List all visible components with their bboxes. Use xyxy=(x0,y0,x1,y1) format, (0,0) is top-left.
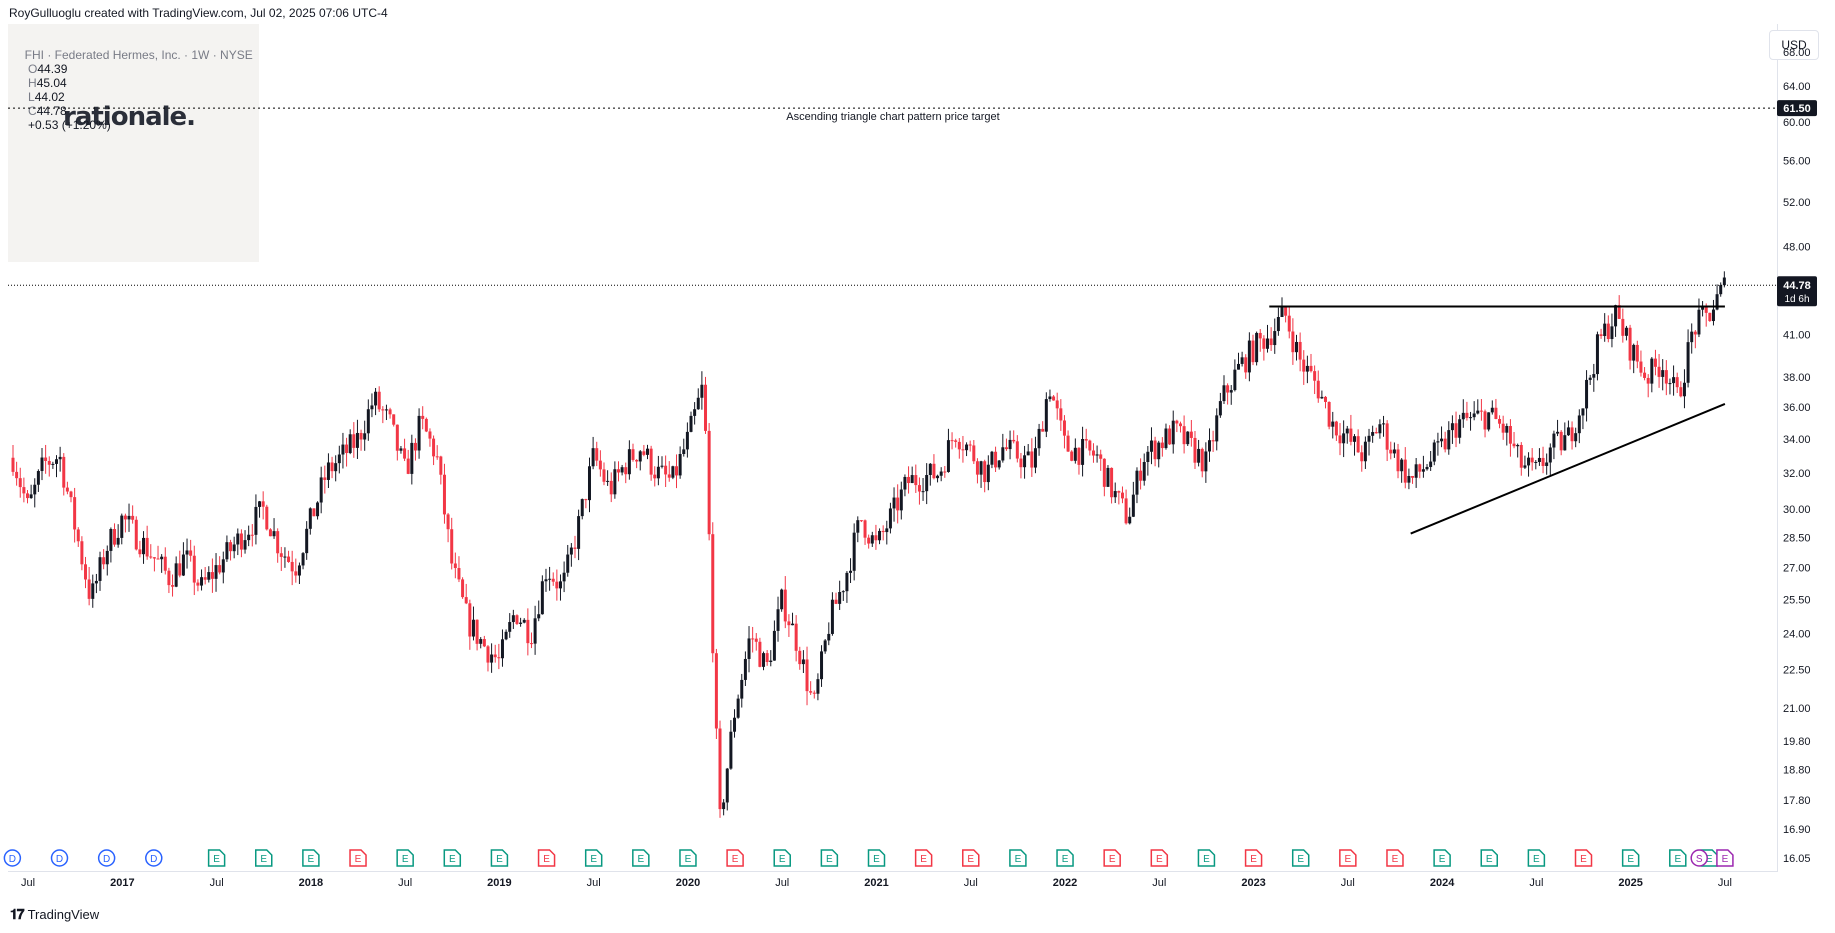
y-tick-label: 18.80 xyxy=(1783,765,1811,777)
currency-button[interactable]: USD xyxy=(1769,30,1819,60)
y-tick-label: 38.00 xyxy=(1783,372,1811,384)
x-tick-label: 2021 xyxy=(864,877,888,889)
x-tick-label: Jul xyxy=(398,877,412,889)
x-tick-label: 2017 xyxy=(110,877,134,889)
target-price-badge-text: 61.50 xyxy=(1783,103,1811,115)
open-label: O xyxy=(28,62,38,76)
y-tick-label: 27.00 xyxy=(1783,563,1811,575)
y-tick-label: 30.00 xyxy=(1783,504,1811,516)
y-tick-label: 28.50 xyxy=(1783,532,1811,544)
y-tick-label: 19.80 xyxy=(1783,736,1811,748)
y-tick-label: 34.00 xyxy=(1783,434,1811,446)
x-tick-label: 2024 xyxy=(1430,877,1455,889)
y-tick-label: 41.00 xyxy=(1783,329,1811,341)
x-tick-label: 2019 xyxy=(487,877,511,889)
y-tick-label: 16.90 xyxy=(1783,824,1811,836)
last-price-badge xyxy=(1777,276,1817,307)
x-tick-label: Jul xyxy=(775,877,789,889)
rationale-logo: rationale. xyxy=(63,102,196,132)
y-tick-label: 17.80 xyxy=(1783,795,1811,807)
y-tick-label: 48.00 xyxy=(1783,241,1811,253)
x-tick-label: Jul xyxy=(964,877,978,889)
x-tick-label: 2025 xyxy=(1618,877,1642,889)
x-tick-label: Jul xyxy=(1529,877,1543,889)
x-tick-label: 2023 xyxy=(1241,877,1265,889)
target-price-badge xyxy=(1777,100,1817,117)
x-tick-label: Jul xyxy=(21,877,35,889)
logo-panel: rationale. xyxy=(8,24,259,262)
y-tick-label: 32.00 xyxy=(1783,468,1811,480)
x-tick-label: 2018 xyxy=(299,877,323,889)
low-value: 44.02 xyxy=(34,90,65,104)
y-tick-label: 44.00 xyxy=(1783,290,1811,302)
x-tick-label: Jul xyxy=(587,877,601,889)
x-tick-label: Jul xyxy=(1341,877,1355,889)
x-tick-label: Jul xyxy=(1718,877,1732,889)
y-tick-label: 16.05 xyxy=(1783,853,1811,865)
symbol-legend: FHI · Federated Hermes, Inc. · 1W · NYSE… xyxy=(18,34,253,132)
close-label: C xyxy=(28,104,37,118)
x-tick-label: 2020 xyxy=(676,877,700,889)
y-tick-label: 25.50 xyxy=(1783,595,1811,607)
tradingview-logo-icon: 𝟏𝟕 xyxy=(10,906,25,922)
low-label: L xyxy=(28,90,35,104)
countdown-badge-text: 1d 6h xyxy=(1784,294,1809,305)
y-tick-label: 21.00 xyxy=(1783,703,1811,715)
y-tick-label: 64.00 xyxy=(1783,81,1811,93)
x-tick-label: Jul xyxy=(210,877,224,889)
x-tick-label: Jul xyxy=(1152,877,1166,889)
y-tick-label: 56.00 xyxy=(1783,155,1811,167)
y-tick-label: 60.00 xyxy=(1783,117,1811,129)
y-tick-label: 22.50 xyxy=(1783,664,1811,676)
y-tick-label: 36.00 xyxy=(1783,402,1811,414)
x-tick-label: 2022 xyxy=(1053,877,1077,889)
credit-line: RoyGulluoglu created with TradingView.co… xyxy=(9,6,388,20)
change-value: +0.53 (+1.20%) xyxy=(28,118,111,132)
last-price-badge-text: 44.78 xyxy=(1783,280,1811,292)
symbol-name: FHI · Federated Hermes, Inc. · 1W · NYSE xyxy=(24,48,253,62)
open-value: 44.39 xyxy=(37,62,68,76)
chart-area[interactable] xyxy=(8,24,1778,872)
y-tick-label: 24.00 xyxy=(1783,628,1811,640)
tradingview-name: TradingView xyxy=(27,907,100,922)
y-tick-label: 52.00 xyxy=(1783,197,1811,209)
close-value: 44.78 xyxy=(36,104,67,118)
high-value: 45.04 xyxy=(36,76,67,90)
tradingview-brand[interactable]: 𝟏𝟕 TradingView xyxy=(10,906,99,923)
high-label: H xyxy=(28,76,37,90)
